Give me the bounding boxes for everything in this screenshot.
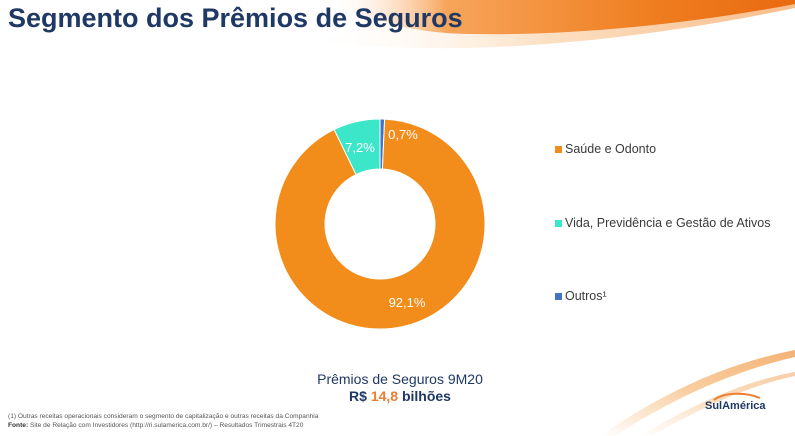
slice-value-label: 0,7%: [388, 127, 418, 142]
caption-unit: bilhões: [401, 388, 451, 404]
legend-label: Outros¹: [565, 289, 607, 303]
footnote-source: Fonte: Site de Relação com Investidores …: [8, 421, 318, 430]
footnote: (1) Outras receitas operacionais conside…: [8, 412, 318, 430]
legend-item-outros: Outros¹: [555, 289, 607, 303]
legend-swatch: [555, 292, 562, 300]
legend-item-vida-previdencia: Vida, Previdência e Gestão de Ativos: [555, 216, 770, 230]
footnote-source-text: Site de Relação com Investidores (http:/…: [28, 422, 304, 429]
chart-legend: Saúde e Odonto Vida, Previdência e Gestã…: [555, 0, 795, 436]
logo-arc-icon: [713, 392, 761, 401]
legend-label: Vida, Previdência e Gestão de Ativos: [565, 216, 771, 230]
caption-title: Prêmios de Seguros 9M20: [317, 371, 483, 387]
legend-label: Saúde e Odonto: [565, 142, 657, 156]
footnote-note: (1) Outras receitas operacionais conside…: [8, 413, 319, 420]
company-logo: SulAmérica: [705, 400, 766, 412]
caption-value: 14,8: [370, 388, 399, 404]
donut-slice: [274, 118, 486, 330]
legend-swatch: [555, 145, 562, 153]
legend-item-saude-odonto: Saúde e Odonto: [555, 142, 656, 156]
caption-total: R$ 14,8 bilhões: [275, 388, 525, 404]
legend-swatch: [555, 219, 562, 227]
chart-caption: Prêmios de Seguros 9M20 R$ 14,8 bilhões: [275, 371, 525, 404]
slice-value-label: 92,1%: [389, 295, 426, 310]
page-title: Segmento dos Prêmios de Seguros: [8, 3, 463, 33]
slice-value-label: 7,2%: [345, 140, 375, 155]
caption-currency: R$: [349, 388, 367, 404]
footnote-source-label: Fonte:: [8, 422, 29, 429]
